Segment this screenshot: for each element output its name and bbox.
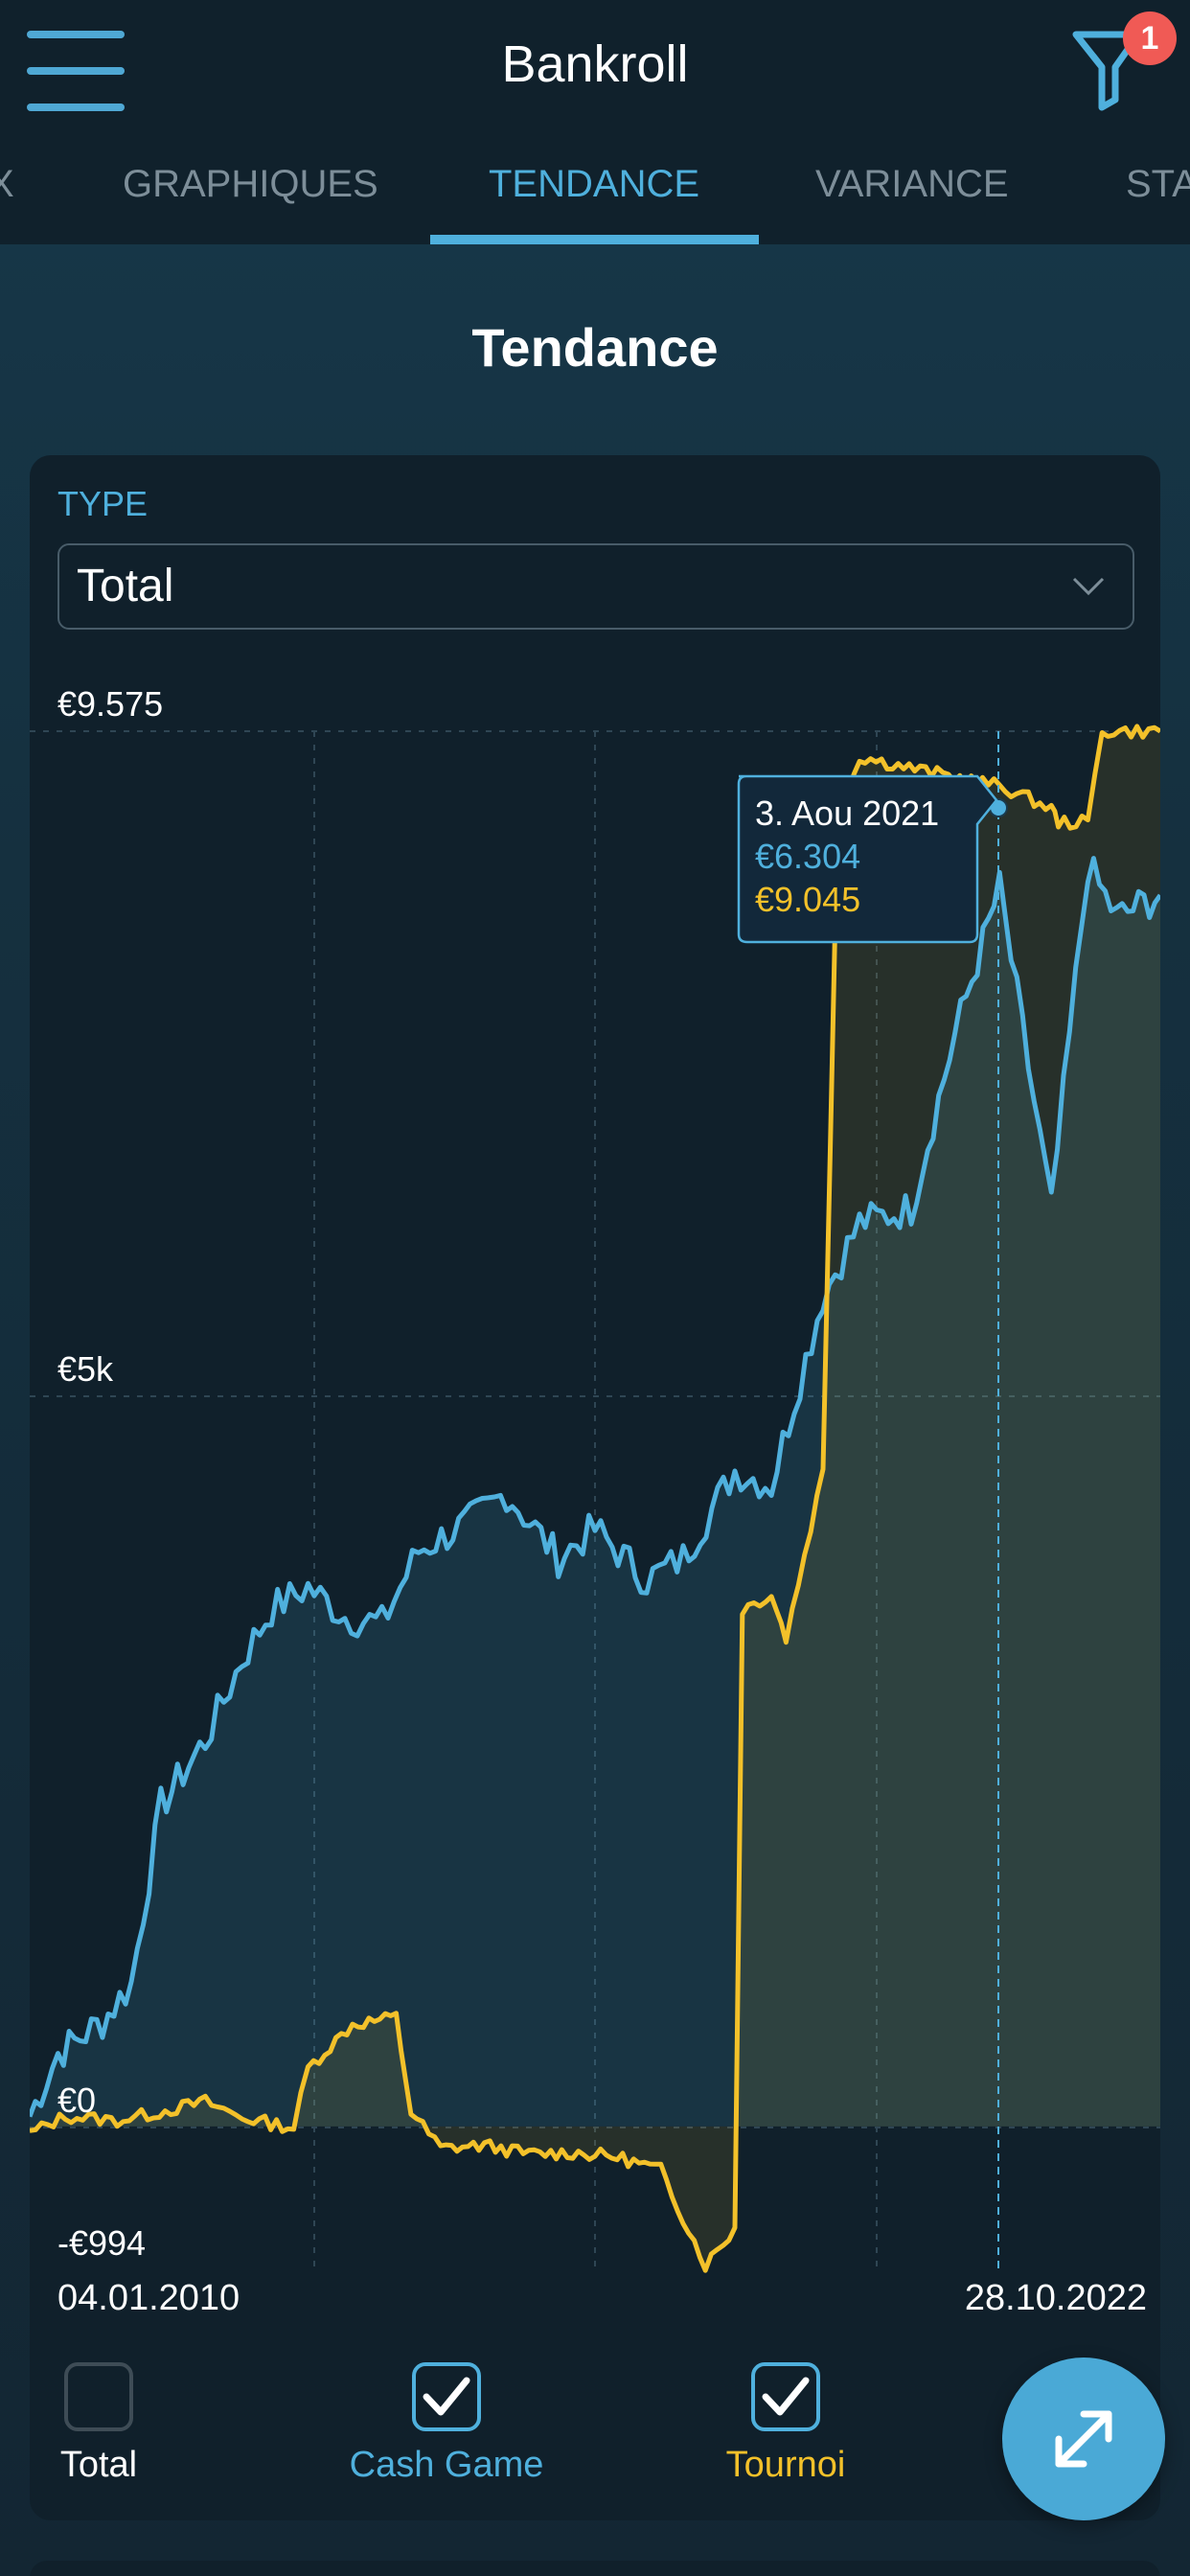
y-label-mid: €5k: [57, 1349, 114, 1389]
filter-badge: 1: [1123, 12, 1177, 65]
tooltip-cash-value: €6.304: [755, 837, 860, 876]
type-label: TYPE: [57, 484, 149, 523]
cash-game-line: [30, 856, 1160, 2118]
type-select-value: Total: [77, 561, 174, 611]
legend-cash-label: Cash Game: [349, 2445, 544, 2485]
tooltip-date: 3. Aou 2021: [755, 794, 939, 833]
chevron-down-icon: [1072, 577, 1105, 596]
y-label-top: €9.575: [57, 684, 163, 724]
cash-checkbox[interactable]: [412, 2362, 481, 2431]
expand-button[interactable]: [1002, 2358, 1165, 2520]
tab-tendance[interactable]: TENDANCE: [489, 163, 700, 205]
legend-tournament-label: Tournoi: [725, 2445, 846, 2485]
type-select[interactable]: Total: [57, 543, 1134, 630]
tooltip-tournament-value: €9.045: [755, 880, 860, 919]
next-card-edge: [30, 2561, 1160, 2576]
menu-icon[interactable]: [27, 31, 125, 113]
x-label-start: 04.01.2010: [57, 2278, 240, 2318]
x-label-end: 28.10.2022: [965, 2278, 1147, 2318]
legend-cash-toggle[interactable]: Cash Game: [322, 2362, 571, 2486]
trend-chart[interactable]: €9.575 €5k €0 -€994 04.01.2010 28.10.202…: [30, 455, 1160, 2520]
trend-card: TYPE Total €9.5: [30, 455, 1160, 2520]
expand-icon: [1055, 2410, 1112, 2468]
y-label-zero: €0: [57, 2081, 96, 2120]
tab-prev[interactable]: X: [0, 163, 14, 205]
check-icon: [423, 2377, 470, 2416]
tab-graphiques[interactable]: GRAPHIQUES: [123, 163, 378, 205]
legend-total-toggle[interactable]: Total: [57, 2362, 140, 2486]
tab-stats[interactable]: STA: [1126, 163, 1190, 205]
y-label-bottom: -€994: [57, 2223, 146, 2263]
active-tab-indicator: [430, 235, 759, 244]
check-icon: [762, 2377, 810, 2416]
app-title: Bankroll: [501, 35, 689, 93]
tab-bar: X GRAPHIQUES TENDANCE VARIANCE STA: [0, 153, 1190, 244]
page-title: Tendance: [471, 317, 719, 378]
cash-game-area: [30, 858, 1160, 2127]
chart-tooltip: 3. Aou 2021 €6.304 €9.045: [737, 774, 998, 944]
top-bar: Bankroll 1 X GRAPHIQUES TENDANCE VARIANC…: [0, 0, 1190, 244]
legend-tournament-toggle[interactable]: Tournoi: [690, 2362, 881, 2486]
tournament-checkbox[interactable]: [751, 2362, 820, 2431]
total-checkbox[interactable]: [64, 2362, 133, 2431]
tournament-area: [30, 725, 1160, 2271]
tab-variance[interactable]: VARIANCE: [815, 163, 1009, 205]
chart-grid: [30, 730, 1160, 2271]
legend-total-label: Total: [59, 2445, 138, 2485]
